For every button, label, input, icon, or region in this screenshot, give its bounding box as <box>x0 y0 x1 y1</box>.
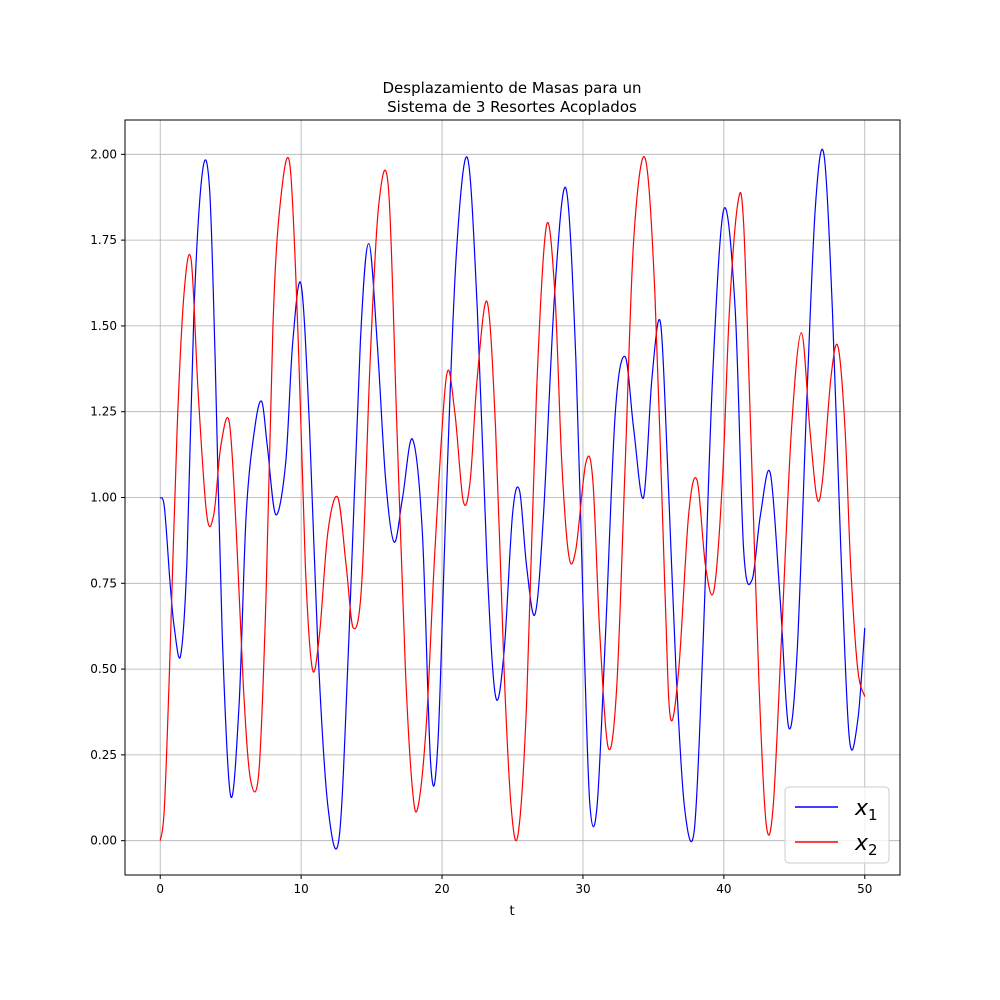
legend-label-x2-name: x <box>854 831 869 856</box>
legend-label-x2: x2 <box>854 831 878 859</box>
legend-box <box>784 786 890 864</box>
y-tick-label: 1.00 <box>90 491 117 505</box>
legend-label-x1: x1 <box>854 796 878 824</box>
x-tick-label: 50 <box>857 882 872 896</box>
y-tick-label: 1.25 <box>90 405 117 419</box>
series-line-x2 <box>159 155 866 842</box>
plot-series <box>159 148 866 850</box>
y-tick-label: 1.50 <box>90 319 117 333</box>
y-axis-ticks: 0.00 0.25 0.50 0.75 1.00 1.25 1.50 1.75 2.00 <box>90 147 125 848</box>
y-tick-label: 1.75 <box>90 233 117 247</box>
y-tick-label: 0.00 <box>90 834 117 848</box>
x-tick-label: 0 <box>156 882 164 896</box>
x-tick-label: 40 <box>716 882 731 896</box>
chart-title: Desplazamiento de Masas para un Sistema … <box>383 79 642 116</box>
x-axis-label: t <box>509 904 514 919</box>
y-tick-label: 0.50 <box>90 662 117 676</box>
y-tick-label: 0.25 <box>90 748 117 762</box>
x-tick-label: 30 <box>575 882 590 896</box>
grid <box>125 120 900 875</box>
x-axis-ticks: 0 10 20 30 40 50 <box>156 875 872 896</box>
legend-label-x1-name: x <box>854 796 869 821</box>
series-line-x1 <box>159 148 866 850</box>
x-tick-label: 20 <box>434 882 449 896</box>
chart-title-line-2: Sistema de 3 Resortes Acoplados <box>387 98 637 116</box>
y-tick-label: 0.75 <box>90 576 117 590</box>
chart-title-line-1: Desplazamiento de Masas para un <box>383 79 642 97</box>
legend-label-x2-sub: 2 <box>868 841 878 859</box>
legend-label-x1-sub: 1 <box>868 806 878 824</box>
y-tick-label: 2.00 <box>90 147 117 161</box>
legend: x1 x2 <box>784 786 890 864</box>
x-tick-label: 10 <box>293 882 308 896</box>
